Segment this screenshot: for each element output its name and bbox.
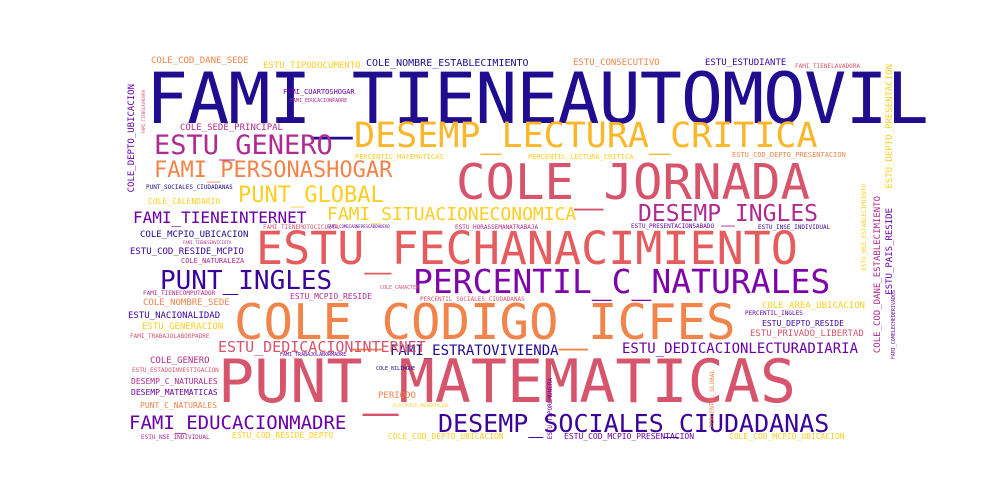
word-percentil-sociales-ciudadanas: PERCENTIL_SOCIALES_CIUDADANAS <box>420 296 525 303</box>
word-cole-jornada: COLE_JORNADA <box>456 154 811 211</box>
word-periodo: PERIODO <box>378 391 416 401</box>
word-estu-estadoinvestigacion: ESTU_ESTADOINVESTIGACION <box>132 367 219 374</box>
word-punt-c-naturales: PUNT_C_NATURALES <box>140 401 218 410</box>
word-estu-dedicacioninternet: ESTU_DEDICACIONINTERNET <box>218 338 426 356</box>
word-estu-depto-reside: ESTU_DEPTO_RESIDE <box>762 319 844 328</box>
word-estu-estudiante: ESTU_ESTUDIANTE <box>705 58 787 68</box>
word-cole-genero: COLE_GENERO <box>150 356 210 366</box>
word-estu-fechanacimiento: ESTU_FECHANACIMIENTO <box>256 222 798 275</box>
word-fami-trabajolaborpadre: FAMI_TRABAJOLABORPADRE <box>130 333 210 340</box>
word-fami-tienemotocicleta: FAMI_TIENEMOTOCICLETA <box>263 224 339 231</box>
word-estu-genero: ESTU_GENERO <box>154 130 333 161</box>
word-estu-dedicacionlecturadiaria: ESTU_DEDICACIONLECTURADIARIA <box>622 341 859 357</box>
word-estu-cod-mcpio-presentacion: ESTU_COD_MCPIO_PRESENTACION <box>564 432 695 441</box>
word-desemp-matematicas: DESEMP_MATEMATICAS <box>131 388 218 397</box>
word-estu-mcpio-presentacion: ESTU_MCPIO_PRESENTACION <box>393 403 449 408</box>
word-cole-nombre-establecimiento: COLE_NOMBRE_ESTABLECIMIENTO <box>366 58 529 69</box>
word-fami-estratovivienda: FAMI_ESTRATOVIVIENDA <box>390 343 559 359</box>
word-cole-cod-mcpio-ubicacion: COLE_COD_MCPIO_UBICACION <box>729 432 845 441</box>
word-cole-calendario: COLE_CALENDARIO <box>148 197 221 206</box>
word-fami-tienelavadora: FAMI_TIENELAVADORA <box>795 63 861 70</box>
word-cole-bilingue: COLE_BILINGUE <box>376 366 416 372</box>
word-estu-generacion: ESTU_GENERACION <box>142 322 224 332</box>
word-percentil-lectura-critica: PERCENTIL_LECTURA_CRITICA <box>528 153 634 161</box>
word-estu-pais-reside: ESTU_PAIS_RESIDE <box>885 208 895 295</box>
word-cole-cod-depto-ubicacion: COLE_COD_DEPTO_UBICACION <box>388 432 504 441</box>
word-percentil-ingles: PERCENTIL_INGLES <box>745 310 803 317</box>
word-fami-comecarnepescadohuevo: FAMI_COMECARNEPESCADOHUEVO <box>327 224 390 229</box>
word-cole-caracter: COLE_CARACTER <box>380 285 420 291</box>
word-fami-tienecomputador: FAMI_TIENECOMPUTADOR <box>143 290 216 297</box>
word-fami-cuartoshogar: FAMI_CUARTOSHOGAR <box>283 88 355 96</box>
word-estu-depto-presentacion: ESTU_DEPTO_PRESENTACION <box>885 64 895 189</box>
word-fami-tienelavadora-v: FAMI_TIENELAVADORA <box>141 90 146 134</box>
word-fami-comelechederivados: FAMI_COMELECHEDERIVADOS <box>891 290 897 360</box>
word-estu-cod-reside-mcpio: ESTU_COD_RESIDE_MCPIO <box>130 247 244 257</box>
word-fami-situacioneconomica: FAMI_SITUACIONECONOMICA <box>327 204 577 225</box>
word-percentil-global: PERCENTIL_GLOBAL <box>709 370 716 428</box>
word-punt-ingles: PUNT_INGLES <box>160 266 333 296</box>
word-percentil-matematicas: PERCENTIL_MATEMATICAS <box>355 153 444 161</box>
word-desemp-c-naturales: DESEMP_C_NATURALES <box>131 377 218 386</box>
word-cole-naturaleza: COLE_NATURALEZA <box>181 257 245 265</box>
word-cole-cod-dane-establecimiento: COLE_COD_DANE_ESTABLECIMIENTO <box>873 196 883 354</box>
word-cole-cod-dane-sede: COLE_COD_DANE_SEDE <box>151 56 249 66</box>
word-fami-tieneautomovil: FAMI_TIENEAUTOMOVIL <box>146 58 929 140</box>
word-fami-educacionpadre: FAMI_EDUCACIONPADRE <box>290 98 348 104</box>
word-cole-area-ubicacion: COLE_AREA_UBICACION <box>762 301 865 311</box>
word-estu-inse-individual-mid: ESTU_INSE_INDIVIDUAL <box>758 224 831 231</box>
word-cole-sede-principal: COLE_SEDE_PRINCIPAL <box>180 123 283 133</box>
word-fami-educacionmadre: FAMI_EDUCACIONMADRE <box>129 412 347 434</box>
word-fami-trabajolabormadre: FAMI_TRABAJOLABORMADRE <box>280 352 347 358</box>
word-fami-tieneserviciotv: FAMI_TIENESERVICIOTV <box>183 240 232 245</box>
word-desemp-sociales-ciudadanas: DESEMP_SOCIALES_CIUDADANAS <box>438 409 830 438</box>
word-estu-nse-individual: ESTU_NSE_INDIVIDUAL <box>141 434 210 441</box>
word-fami-personashogar: FAMI_PERSONASHOGAR <box>154 158 393 183</box>
word-estu-cod-depto-presentacion: ESTU_COD_DEPTO_PRESENTACION <box>732 151 846 159</box>
word-estu-consecutivo: ESTU_CONSECUTIVO <box>573 58 660 68</box>
word-punt-matematicas: PUNT_MATEMATICAS <box>218 347 796 417</box>
word-estu-nse-establecimiento: ESTU_NSE_ESTABLECIMIENTO <box>861 184 868 271</box>
word-estu-mcpio-reside: ESTU_MCPIO_RESIDE <box>290 292 372 301</box>
word-estu-privado-libertad: ESTU_PRIVADO_LIBERTAD <box>750 329 864 339</box>
word-cole-mcpio-ubicacion: COLE_MCPIO_UBICACION <box>140 230 249 240</box>
word-cole-codigo-icfes: COLE_CODIGO_ICFES <box>234 294 736 351</box>
word-estu-cod-reside-depto: ESTU_COD_RESIDE_DEPTO <box>232 431 334 440</box>
word-punt-global: PUNT_GLOBAL <box>238 183 384 208</box>
word-estu-tipodocumento: ESTU_TIPODOCUMENTO <box>263 61 361 71</box>
word-desemp-lectura-critica: DESEMP_LECTURA_CRITICA <box>354 116 818 156</box>
word-fami-tieneinternet: FAMI_TIENEINTERNET <box>133 208 307 227</box>
word-estu-nacionalidad: ESTU_NACIONALIDAD <box>128 311 221 321</box>
word-cole-depto-ubicacion: COLE_DEPTO_UBICACION <box>127 84 137 193</box>
word-estu-tiporemunera: ESTU_TIPOREMUNERA <box>547 378 554 440</box>
word-estu-horassemanatrabaja: ESTU_HORASSEMANATRABAJA <box>455 224 539 231</box>
word-cole-nombre-sede: COLE_NOMBRE_SEDE <box>143 298 230 308</box>
word-estu-presentacionsabado: ESTU_PRESENTACIONSABADO <box>631 223 715 230</box>
word-desemp-ingles: DESEMP_INGLES <box>638 201 819 227</box>
word-punt-sociales-ciudadanas: PUNT_SOCIALES_CIUDADANAS <box>146 184 233 191</box>
word-percentil-c-naturales: PERCENTIL_C_NATURALES <box>413 262 831 301</box>
